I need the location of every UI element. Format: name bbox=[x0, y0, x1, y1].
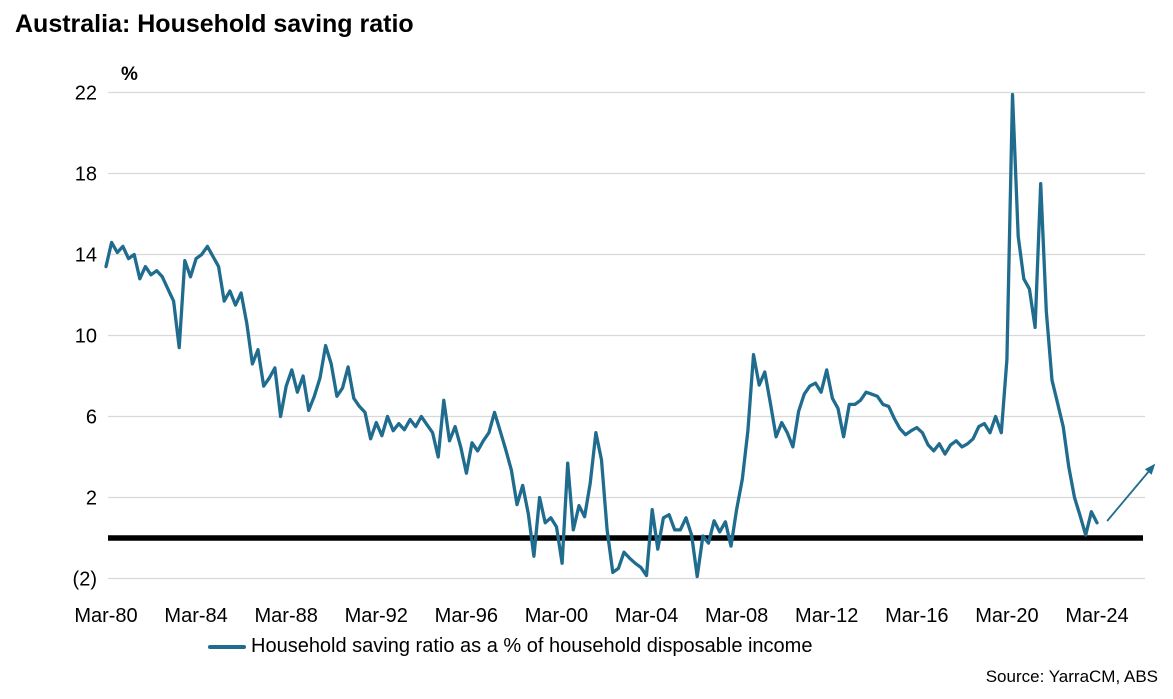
trend-arrow-shaft bbox=[1106, 471, 1149, 522]
series-line bbox=[104, 92, 1099, 579]
y-tick-label: 14 bbox=[75, 245, 97, 267]
x-tick-label: Mar-20 bbox=[975, 605, 1038, 627]
percent-axis-label: % bbox=[121, 64, 138, 85]
trend-arrow-head bbox=[1144, 463, 1156, 475]
y-axis-labels: 22 18 14 10 6 2 (2) bbox=[73, 83, 97, 591]
x-tick-label: Mar-16 bbox=[885, 605, 948, 627]
legend: Household saving ratio as a % of househo… bbox=[208, 635, 812, 658]
x-tick-label: Mar-96 bbox=[435, 605, 498, 627]
x-tick-label: Mar-12 bbox=[795, 605, 858, 627]
y-tick-label: 10 bbox=[75, 326, 97, 348]
x-tick-label: Mar-80 bbox=[74, 605, 137, 627]
x-tick-label: Mar-00 bbox=[525, 605, 588, 627]
x-tick-label: Mar-24 bbox=[1065, 605, 1128, 627]
y-tick-label: 2 bbox=[86, 488, 97, 510]
y-tick-label: (2) bbox=[73, 569, 97, 591]
x-tick-label: Mar-88 bbox=[255, 605, 318, 627]
x-tick-label: Mar-84 bbox=[164, 605, 227, 627]
y-tick-label: 22 bbox=[75, 83, 97, 105]
chart-title: Australia: Household saving ratio bbox=[15, 10, 414, 38]
x-tick-label: Mar-04 bbox=[615, 605, 678, 627]
x-tick-label: Mar-92 bbox=[345, 605, 408, 627]
y-tick-label: 18 bbox=[75, 164, 97, 186]
x-axis-labels: Mar-80 Mar-84 Mar-88 Mar-92 Mar-96 Mar-00 Mar-… bbox=[74, 605, 1128, 627]
trend-arrow-icon bbox=[1106, 463, 1156, 522]
legend-line-swatch bbox=[208, 644, 246, 649]
y-gridlines bbox=[108, 91, 1145, 580]
x-tick-label: Mar-08 bbox=[705, 605, 768, 627]
legend-label: Household saving ratio as a % of househo… bbox=[251, 635, 813, 657]
y-tick-label: 6 bbox=[86, 407, 97, 429]
source-note: Source: YarraCM, ABS bbox=[985, 667, 1158, 686]
